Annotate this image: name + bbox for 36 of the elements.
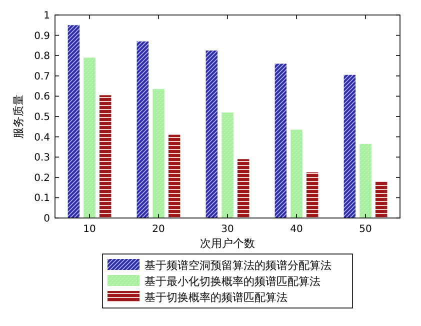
bar: [360, 144, 372, 218]
y-tick-label: 0.6: [34, 92, 50, 103]
bar: [99, 95, 112, 218]
bar: [344, 74, 356, 218]
bar: [274, 64, 287, 218]
bar: [84, 58, 96, 218]
y-tick-label: 0.8: [34, 51, 50, 62]
bar: [152, 89, 164, 218]
bar: [206, 50, 218, 218]
legend-label: 基于频谱空洞预留算法的频谱分配算法: [144, 259, 332, 272]
x-tick-label: 30: [221, 224, 234, 235]
y-tick-label: 0.1: [34, 193, 50, 204]
bar: [136, 41, 149, 218]
legend-label: 基于最小化切换概率的频谱匹配算法: [144, 275, 320, 288]
bar: [375, 181, 388, 218]
y-tick-label: 1: [44, 10, 50, 22]
x-tick-label: 10: [83, 224, 96, 235]
x-tick-label: 20: [152, 224, 165, 235]
bar: [168, 134, 180, 218]
bar: [237, 159, 250, 218]
y-tick-label: 0.9: [34, 30, 50, 42]
y-tick-label: 0: [44, 214, 50, 224]
bar: [68, 25, 80, 218]
y-tick-label: 0.4: [34, 132, 50, 144]
bar: [222, 112, 234, 218]
y-axis-title: 服务质量: [12, 94, 25, 138]
y-tick-label: 0.2: [34, 172, 50, 184]
y-tick-label: 0.5: [34, 112, 50, 123]
y-tick-label: 0.7: [34, 71, 50, 82]
legend-label: 基于切换概率的频谱匹配算法: [144, 291, 288, 304]
x-axis-title: 次用户个数: [200, 237, 255, 250]
x-tick-label: 50: [359, 224, 372, 235]
bar: [306, 172, 318, 218]
bar: [290, 130, 302, 218]
x-tick-label: 40: [290, 224, 303, 235]
y-tick-label: 0.3: [34, 152, 50, 164]
